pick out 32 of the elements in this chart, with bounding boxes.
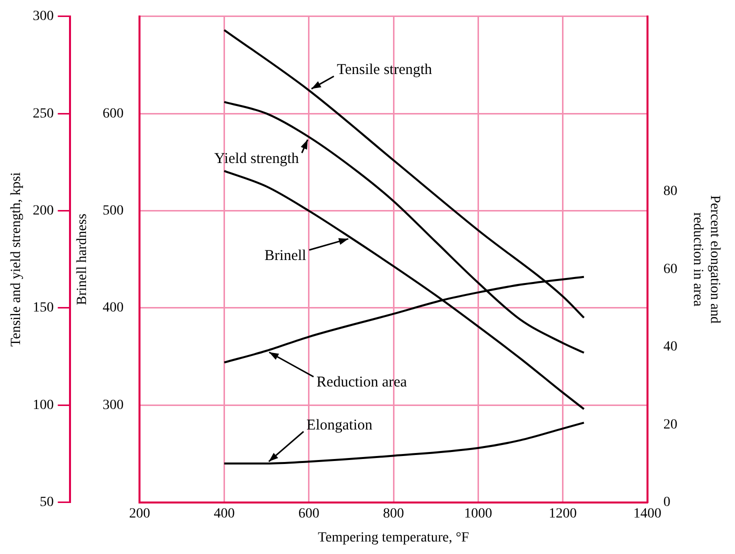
x-tick-label: 1400 (633, 506, 662, 522)
y3-tick-label: 20 (663, 417, 678, 432)
x-tick-label: 1000 (464, 506, 492, 522)
x-tick-label: 600 (298, 506, 320, 522)
x-tick-label: 400 (214, 506, 235, 522)
y2-tick-label: 600 (102, 106, 124, 122)
y2-tick-label: 300 (102, 398, 124, 413)
y-tick-label: 300 (32, 9, 54, 24)
series-label: Elongation (306, 417, 373, 434)
y-tick-label: 100 (32, 398, 54, 413)
y3-tick-label: 0 (663, 495, 670, 510)
y-tick-label: 250 (32, 106, 54, 122)
y3-tick-label: 80 (663, 184, 678, 200)
y-tick-label: 50 (40, 495, 54, 510)
x-tick-label: 200 (129, 506, 150, 522)
y2-tick-label: 500 (102, 203, 124, 218)
line-series (223, 170, 585, 410)
y-tick-label: 150 (32, 300, 54, 316)
text: Reduction area (316, 374, 408, 391)
y3-tick-label: 60 (663, 262, 678, 277)
y3-tick-label: 40 (663, 340, 678, 355)
y2-tick-label: 400 (102, 300, 124, 316)
y3-axis-title: Percent elongation and reduction in area (690, 195, 722, 324)
series-label: Tensile strength (336, 62, 433, 78)
x-tick-label: 800 (383, 506, 404, 522)
text: Brinell (264, 248, 306, 264)
x-axis-title: Tempering temperature, °F (318, 530, 470, 546)
y-tick-label: 200 (32, 203, 54, 218)
y-axis-title: Tensile and yield strength, kpsi (9, 172, 24, 347)
x-tick-label: 1200 (548, 506, 577, 522)
legend-label: Yield strength (214, 150, 300, 167)
y2-axis-title: Brinell hardness (74, 214, 90, 306)
